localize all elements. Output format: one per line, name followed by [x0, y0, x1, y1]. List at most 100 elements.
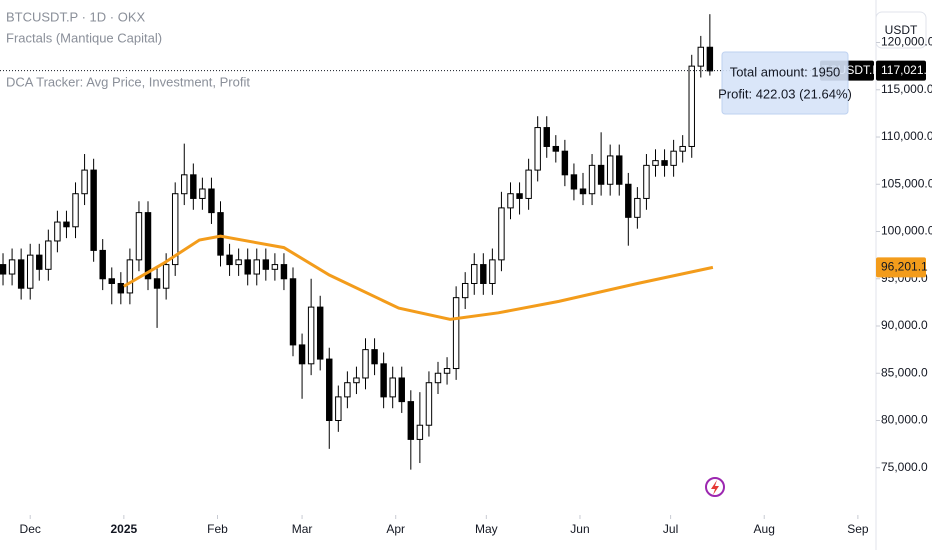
candle-body: [344, 382, 351, 398]
x-tick-label: Mar: [292, 522, 313, 536]
candle-body: [153, 278, 161, 289]
candle-body: [208, 188, 215, 214]
candle-body: [26, 254, 34, 289]
candle-body: [289, 278, 297, 346]
candle-body: [126, 259, 134, 294]
candle-body: [108, 278, 115, 284]
candle-body: [262, 259, 270, 270]
candle-body: [498, 207, 505, 261]
candle-body: [307, 306, 315, 365]
tv-logo: [705, 477, 725, 497]
candle-body: [661, 160, 668, 166]
y-tick-label: 110,000.0: [881, 129, 932, 143]
y-tick-label: 100,000.0: [881, 224, 932, 238]
candle-body: [507, 193, 514, 209]
candle-body: [443, 368, 451, 374]
candle-body: [579, 188, 587, 195]
candle-body: [706, 46, 714, 72]
candle-body: [407, 401, 415, 440]
candle-body: [253, 259, 260, 275]
candle-body: [425, 382, 433, 426]
candle-body: [362, 349, 369, 379]
candle-body: [217, 212, 224, 256]
indicator: Fractals (Mantique Capital): [6, 30, 162, 45]
candle-body: [380, 363, 387, 398]
candle-body: [480, 264, 487, 284]
candle-body: [226, 254, 233, 266]
candle-body: [489, 259, 496, 284]
candle-body: [117, 282, 125, 294]
y-tick-label: 90,000.0: [881, 318, 928, 332]
y-tick-label: 85,000.0: [881, 365, 928, 379]
chart-title: BTCUSDT.P · 1D · OKX: [6, 9, 146, 24]
currency[interactable]: USDT: [885, 23, 918, 37]
candle-body: [90, 169, 97, 251]
x-tick-label: 2025: [110, 522, 137, 536]
candle-body: [190, 174, 197, 199]
candle-body: [588, 164, 596, 195]
candle-body: [280, 264, 288, 280]
candle-body: [17, 259, 25, 289]
candle-body: [634, 197, 641, 218]
y-tick-label: 80,000.0: [881, 413, 928, 427]
candle-body: [570, 174, 578, 190]
candle-body: [652, 160, 659, 166]
y-tick-label: 115,000.0: [881, 82, 932, 96]
candle-body: [516, 193, 523, 199]
candle-body: [36, 254, 43, 270]
avg-price-label: 96,201.1: [881, 260, 928, 274]
x-tick-label: Apr: [386, 522, 405, 536]
candle-body: [597, 164, 605, 185]
x-tick-label: May: [475, 522, 498, 536]
candle-body: [8, 259, 16, 275]
candle-body: [244, 259, 251, 275]
candle-body: [688, 65, 695, 147]
x-tick-label: Jul: [663, 522, 678, 536]
y-tick-label: 75,000.0: [881, 460, 928, 474]
candle-body: [552, 145, 560, 152]
tooltip-line: Profit: 422.03 (21.64%): [718, 86, 852, 101]
candle-body: [144, 212, 152, 280]
avg-price-tag: [876, 257, 926, 278]
x-tick-label: Aug: [754, 522, 775, 536]
tooltip-line: Total amount: 1950: [730, 64, 841, 79]
candle-body: [81, 169, 88, 195]
candle-body: [452, 297, 460, 370]
candle-body: [606, 155, 614, 185]
candle-body: [235, 259, 242, 266]
candle-body: [181, 174, 188, 195]
candle-body: [54, 221, 61, 242]
candle-body: [389, 377, 396, 398]
last-price-label: 117,021.2: [881, 63, 932, 77]
candle-body: [271, 264, 279, 270]
avg-price-line: [123, 234, 714, 321]
candle-body: [543, 127, 550, 147]
last-price-tag: [876, 60, 926, 81]
candle-body: [353, 377, 360, 384]
x-tick-label: Feb: [207, 522, 228, 536]
candle-body: [679, 145, 686, 152]
indicator: DCA Tracker: Avg Price, Investment, Prof…: [6, 74, 250, 89]
x-tick-label: Sep: [847, 522, 869, 536]
candle-body: [63, 221, 70, 228]
y-tick-label: 120,000.0: [881, 35, 932, 49]
candle-body: [171, 193, 179, 266]
candle-body: [316, 306, 324, 360]
candle-body: [199, 188, 206, 199]
candle-body: [471, 264, 478, 284]
candle-body: [45, 240, 52, 270]
candle-body: [625, 183, 632, 218]
candle-body: [534, 127, 541, 171]
candle-body: [561, 150, 569, 176]
candle-body: [461, 282, 469, 299]
candle-body: [326, 358, 333, 422]
candle-body: [398, 377, 405, 403]
candle-body: [335, 396, 342, 422]
x-tick-label: Jun: [570, 522, 589, 536]
candle-body: [72, 193, 79, 228]
candle-body: [416, 424, 424, 440]
candle-body: [0, 264, 7, 275]
y-tick-label: 105,000.0: [881, 176, 932, 190]
candle-body: [135, 212, 143, 261]
